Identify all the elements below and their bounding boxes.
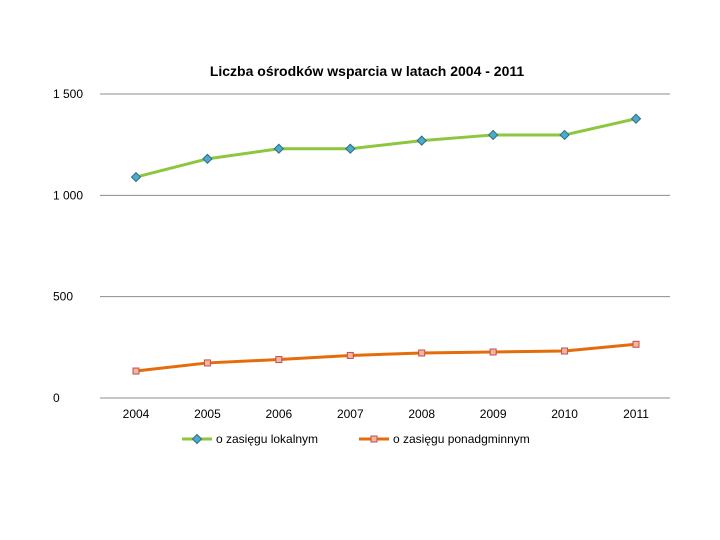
data-point [630, 113, 642, 124]
series-lines [130, 113, 642, 375]
y-axis-ticks: 0 500 1 000 1 500 [53, 87, 83, 405]
x-tick-label: 2004 [123, 407, 150, 421]
legend-marker [191, 433, 203, 445]
data-point [559, 129, 570, 141]
x-tick-label: 2010 [551, 407, 578, 421]
data-point [203, 359, 211, 367]
legend-label: o zasięgu lokalnym [216, 432, 318, 446]
data-point [273, 143, 285, 154]
data-point [416, 135, 427, 146]
data-point [275, 355, 283, 363]
series-1 [130, 113, 642, 183]
x-tick-label: 2005 [194, 407, 221, 421]
y-tick-label: 500 [53, 290, 73, 304]
data-point [345, 143, 356, 154]
series-line-2 [134, 342, 638, 373]
y-tick-label: 1 500 [53, 87, 83, 101]
data-point [202, 153, 213, 165]
x-tick-label: 2011 [623, 407, 649, 421]
data-point [346, 351, 354, 359]
legend-item-2: o zasięgu ponadgminnym [359, 432, 530, 446]
chart-title: Liczba ośrodków wsparcia w latach 2004 -… [210, 63, 525, 79]
x-axis-ticks: 2004 2005 2006 2007 2008 2009 2010 2011 [123, 407, 650, 421]
data-point [487, 129, 499, 141]
series-2 [132, 340, 640, 375]
x-tick-label: 2006 [266, 407, 293, 421]
legend-item-1: o zasięgu lokalnym [182, 432, 318, 446]
data-point [130, 171, 142, 183]
legend: o zasięgu lokalnym o zasięgu ponadgminnym [182, 432, 530, 446]
gridlines [100, 93, 670, 399]
data-point [632, 340, 640, 348]
y-tick-label: 0 [53, 391, 60, 405]
x-tick-label: 2009 [480, 407, 507, 421]
x-tick-label: 2008 [408, 407, 435, 421]
series-line-1 [134, 117, 638, 179]
y-tick-label: 1 000 [53, 188, 83, 202]
data-point [561, 347, 569, 355]
x-tick-label: 2007 [337, 407, 364, 421]
legend-label: o zasięgu ponadgminnym [393, 432, 530, 446]
legend-marker [370, 435, 378, 443]
data-point [489, 348, 497, 356]
data-point [418, 349, 426, 357]
data-point [132, 367, 140, 375]
